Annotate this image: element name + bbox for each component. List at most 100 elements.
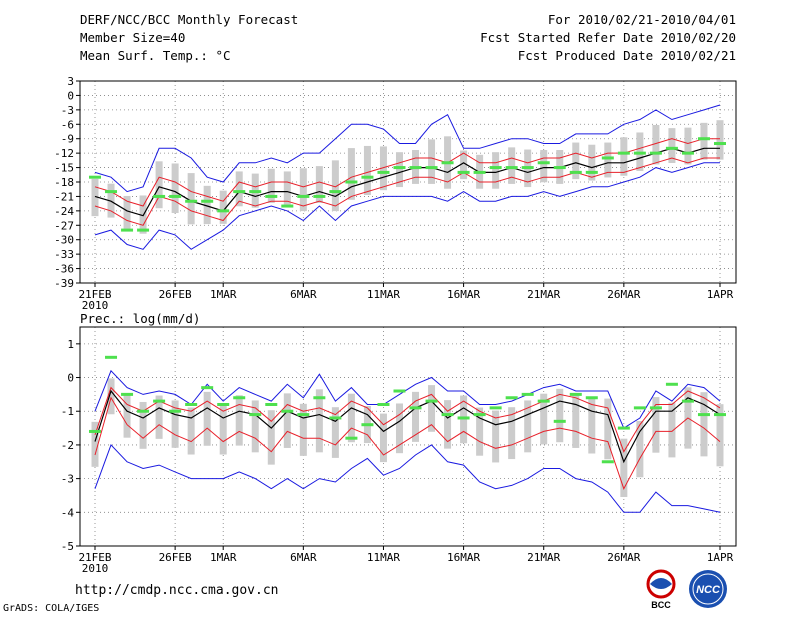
- y-tick-label: 0: [67, 372, 74, 385]
- x-tick-label: 16MAR: [447, 551, 480, 564]
- ncc-logo-text: NCC: [696, 584, 721, 596]
- spread-bar: [363, 145, 371, 195]
- observed-marker: [617, 426, 630, 430]
- spread-bar: [123, 195, 131, 229]
- lower-quartile-line: [94, 396, 721, 490]
- x-tick-label: 11MAR: [367, 288, 400, 301]
- observed-marker: [329, 190, 342, 194]
- x-tick-label: 1MAR: [210, 551, 237, 564]
- spread-bar: [219, 405, 227, 455]
- y-tick-label: -18: [54, 176, 74, 189]
- y-tick-label: -39: [54, 277, 74, 290]
- spread-bar: [572, 394, 580, 448]
- spread-bar: [347, 393, 355, 443]
- spread-bar: [684, 127, 692, 165]
- observed-marker: [393, 166, 406, 170]
- spread-bar: [524, 400, 532, 453]
- min-line: [94, 162, 720, 250]
- y-tick-label: -2: [61, 439, 74, 452]
- spread-bar: [556, 388, 564, 443]
- panel-frame: [79, 326, 737, 547]
- y-tick-label: 0: [67, 89, 74, 102]
- observed-marker: [393, 389, 406, 393]
- spread-bar: [700, 392, 708, 457]
- y-tick-label: -9: [61, 133, 74, 146]
- spread-bar: [540, 150, 548, 183]
- observed-marker: [633, 151, 646, 155]
- y-tick-label: -30: [54, 234, 74, 247]
- y-tick-label: -3: [61, 473, 74, 486]
- spread-bar: [716, 404, 724, 467]
- y-tick-label: -21: [54, 190, 74, 203]
- forecast-period: For 2010/02/21-2010/04/01: [547, 12, 736, 27]
- spread-bar: [604, 142, 612, 178]
- observed-marker: [121, 228, 134, 232]
- lower-quartile-line: [94, 157, 720, 226]
- chart-title: DERF/NCC/BCC Monthly Forecast: [80, 12, 299, 27]
- spread-bar: [588, 397, 596, 454]
- observed-marker: [233, 396, 246, 400]
- y-tick-label: -4: [61, 506, 75, 519]
- x-tick-sublabel: 2010: [82, 299, 109, 312]
- spread-bar: [395, 152, 403, 188]
- spread-bar: [251, 400, 259, 453]
- spread-bar: [620, 438, 628, 497]
- min-line: [94, 443, 721, 513]
- spread-bar: [668, 128, 676, 164]
- observed-marker: [137, 409, 150, 413]
- spread-bar: [187, 407, 195, 455]
- y-tick-label: 3: [67, 75, 74, 88]
- ensemble-mean-line: [94, 389, 721, 464]
- spread-bar: [652, 397, 660, 453]
- max-line: [94, 104, 721, 193]
- ncc-logo: NCC: [689, 570, 727, 608]
- observed-marker: [569, 170, 582, 174]
- observed-marker: [425, 166, 438, 170]
- observed-marker: [201, 199, 214, 203]
- x-tick-label: 1MAR: [210, 288, 237, 301]
- observed-marker: [265, 402, 278, 406]
- spread-bar: [155, 395, 163, 439]
- spread-bar: [716, 120, 724, 160]
- upper-quartile-line: [94, 386, 721, 453]
- spread-bar: [444, 400, 452, 449]
- y-tick-label: -12: [54, 147, 74, 160]
- x-tick-label: 26MAR: [607, 551, 640, 564]
- x-tick-label: 21FEB: [78, 551, 111, 564]
- bcc-logo: BCC: [646, 569, 676, 610]
- observed-marker: [697, 137, 710, 141]
- spread-bar: [700, 122, 708, 160]
- spread-bar: [299, 403, 307, 456]
- spread-bar: [123, 395, 131, 438]
- spread-bar: [604, 398, 612, 460]
- spread-bar: [171, 400, 179, 448]
- spread-bar: [572, 142, 580, 180]
- spread-bar: [331, 407, 339, 458]
- observed-marker: [137, 228, 150, 232]
- observed-marker: [265, 194, 278, 198]
- observed-marker: [153, 399, 166, 403]
- observed-marker: [537, 161, 550, 165]
- variable-label: Mean Surf. Temp.: °C: [80, 48, 231, 63]
- observed-marker: [665, 382, 678, 386]
- grads-credit: GrADS: COLA/IGES: [3, 603, 100, 614]
- observed-marker: [681, 151, 694, 155]
- observed-marker: [153, 194, 166, 198]
- x-tick-label: 6MAR: [290, 551, 317, 564]
- x-tick-label: 6MAR: [290, 288, 317, 301]
- spread-bar: [540, 393, 548, 445]
- observed-marker: [201, 386, 214, 390]
- observed-marker: [409, 406, 422, 410]
- observed-marker: [185, 402, 198, 406]
- source-url[interactable]: http://cmdp.ncc.cma.gov.cn: [75, 583, 279, 598]
- observed-marker: [505, 166, 518, 170]
- spread-bar: [91, 178, 99, 217]
- spread-bar: [379, 413, 387, 463]
- prec-panel-title: Prec.: log(mm/d): [80, 311, 200, 326]
- observed-marker: [345, 436, 358, 440]
- spread-bar: [476, 407, 484, 456]
- observed-marker: [377, 402, 390, 406]
- member-size: Member Size=40: [80, 30, 186, 45]
